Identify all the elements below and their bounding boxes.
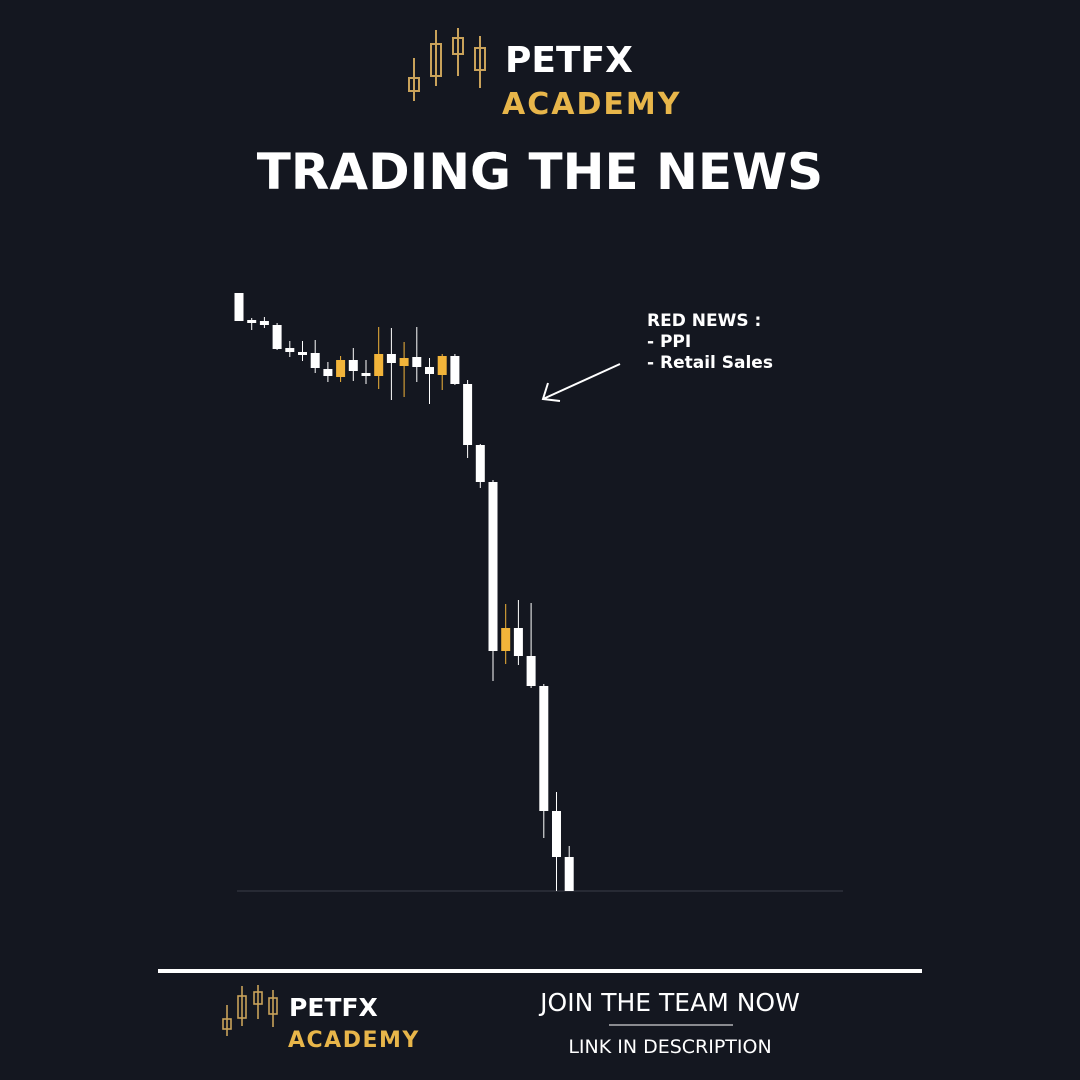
- candle-body: [437, 356, 447, 375]
- footer-logo-icon: [222, 985, 278, 1036]
- candle-body: [374, 354, 384, 376]
- brand: PETFX: [505, 40, 633, 81]
- candle-body: [450, 356, 460, 384]
- annotation-line: RED NEWS :: [647, 311, 761, 331]
- candle-body: [298, 352, 307, 355]
- candle-body: [323, 369, 333, 376]
- title: TRADING THE NEWS: [257, 143, 823, 201]
- candle-body: [539, 686, 549, 811]
- candle-body: [412, 357, 422, 367]
- link: LINK IN DESCRIPTION: [568, 1036, 771, 1058]
- candle-body: [425, 367, 434, 374]
- candle-body: [348, 360, 358, 371]
- candle-body: [272, 325, 282, 349]
- annotation-line: - Retail Sales: [647, 353, 773, 373]
- chart: [234, 293, 843, 892]
- candle-body: [475, 445, 485, 482]
- candle-body: [234, 293, 244, 321]
- sub-brand: ACADEMY: [502, 87, 681, 122]
- candle-body: [361, 373, 371, 376]
- candle-body: [513, 628, 523, 656]
- candle-body: [259, 321, 269, 325]
- candle-body: [386, 354, 396, 363]
- footer-sub-brand: ACADEMY: [288, 1028, 420, 1053]
- candle-body: [488, 482, 498, 651]
- annotation-arrow: [541, 363, 621, 402]
- candle-body: [501, 628, 511, 651]
- candle-body: [399, 358, 409, 366]
- candle-body: [526, 656, 536, 686]
- cta: JOIN THE TEAM NOW: [538, 988, 800, 1017]
- candle-body: [247, 320, 257, 323]
- candle-body: [285, 348, 295, 352]
- annotation-line: - PPI: [647, 332, 691, 352]
- footer-brand: PETFX: [289, 993, 378, 1022]
- candle-body: [463, 384, 473, 445]
- logo-icon: [408, 28, 486, 101]
- candle-body: [336, 360, 346, 377]
- candle-body: [564, 857, 574, 891]
- candle-body: [310, 353, 320, 368]
- candle-body: [552, 811, 561, 857]
